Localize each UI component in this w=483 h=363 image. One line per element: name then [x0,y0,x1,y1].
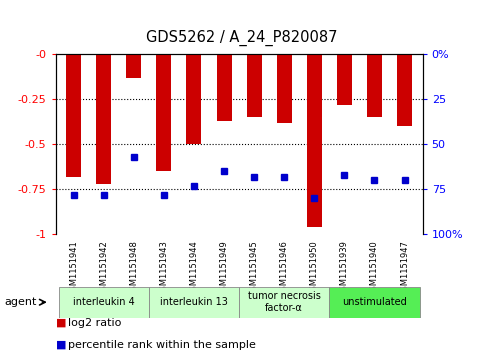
Text: tumor necrosis
factor-α: tumor necrosis factor-α [248,291,321,313]
Text: log2 ratio: log2 ratio [68,318,121,328]
Bar [186,54,201,144]
Text: agent: agent [5,297,37,307]
Bar [58,287,149,318]
Text: unstimulated: unstimulated [342,297,407,307]
Bar [96,54,111,184]
Bar [367,54,382,117]
Text: ■: ■ [56,340,66,350]
Bar [247,54,262,117]
Text: percentile rank within the sample: percentile rank within the sample [68,340,256,350]
Bar [239,287,329,318]
Bar [66,54,81,177]
Text: ■: ■ [56,318,66,328]
Bar [307,54,322,227]
Bar [126,54,142,78]
Bar [156,54,171,171]
Bar [216,54,231,121]
Bar [277,54,292,123]
Bar [149,287,239,318]
Text: interleukin 4: interleukin 4 [73,297,135,307]
Bar [329,287,420,318]
Bar [337,54,352,105]
Bar [397,54,412,126]
Text: GDS5262 / A_24_P820087: GDS5262 / A_24_P820087 [146,30,337,46]
Text: interleukin 13: interleukin 13 [160,297,228,307]
